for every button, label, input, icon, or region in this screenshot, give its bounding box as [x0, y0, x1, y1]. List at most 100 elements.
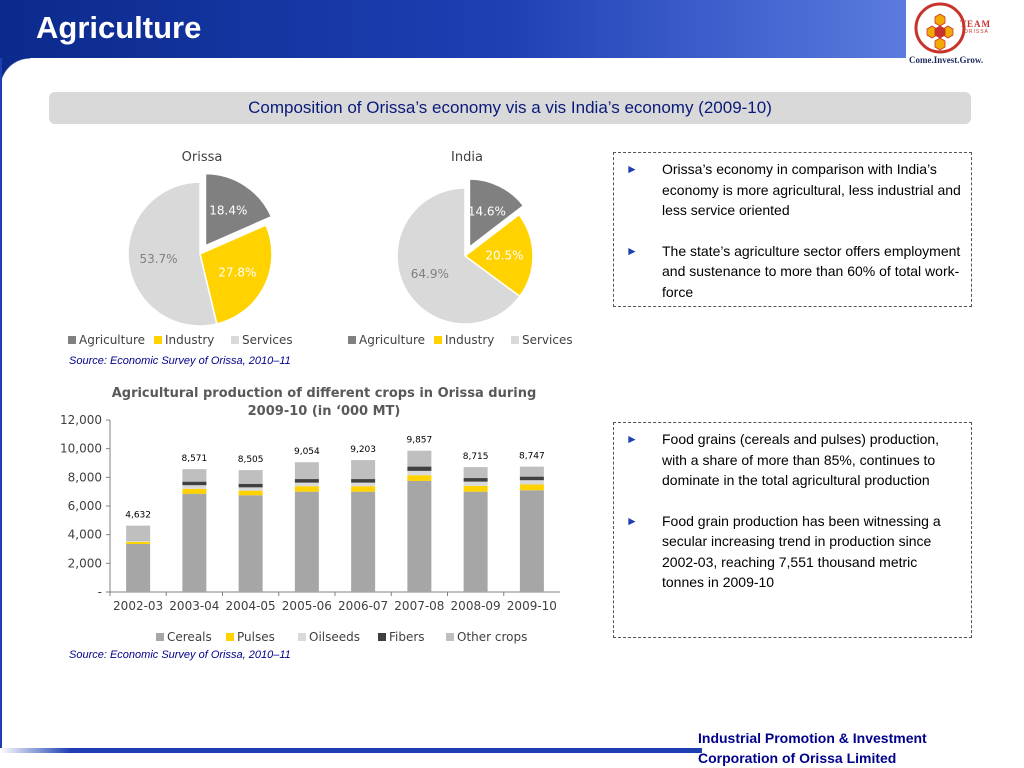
y-tick-label: 2,000: [68, 556, 102, 570]
chart-title: 2009-10 (in ‘000 MT): [248, 404, 401, 419]
pie-slice: [127, 181, 218, 327]
bullet-arrow-icon: ►: [626, 432, 638, 446]
footer-line-2: Corporation of Orissa Limited: [698, 750, 897, 766]
bar-segment-pulses: [238, 490, 263, 496]
bar-segment-cereals: [294, 491, 319, 592]
bullet-item: ► The state’s agriculture sector offers …: [624, 241, 963, 303]
bar-segment-fibers: [238, 483, 263, 488]
bar-segment-cereals: [126, 543, 151, 592]
bar-segment-cereals: [351, 491, 376, 592]
info-box-economy: ► Orissa’s economy in comparison with In…: [613, 152, 972, 307]
bullet-arrow-icon: ►: [626, 243, 638, 258]
bar-total-label: 9,203: [350, 445, 376, 455]
bar-segment-oilseeds: [238, 487, 263, 491]
bar-segment-cereals: [407, 480, 432, 592]
x-tick-label: 2002-03: [113, 599, 163, 613]
bar-segment-fibers: [519, 476, 544, 481]
bar-segment-fibers: [351, 479, 376, 483]
pie-data-label: 64.9%: [411, 267, 449, 281]
bar-segment-other-crops: [463, 467, 488, 479]
y-tick-label: 4,000: [68, 528, 102, 542]
x-tick-label: 2005-06: [282, 599, 332, 613]
legend-label: Services: [522, 333, 573, 347]
bar-segment-fibers: [182, 481, 207, 486]
bar-segment-oilseeds: [126, 540, 151, 542]
bar-total-label: 9,054: [294, 447, 320, 457]
legend-label: Other crops: [457, 630, 527, 644]
bar-segment-pulses: [407, 475, 432, 481]
legend-label: Agriculture: [359, 333, 425, 347]
bar-segment-other-crops: [351, 460, 376, 480]
bullet-text: Orissa’s economy in comparison with Indi…: [662, 161, 961, 218]
bar-segment-cereals: [519, 490, 544, 592]
bullet-item: ► Food grains (cereals and pulses) produ…: [624, 429, 963, 491]
left-rule: [0, 58, 2, 748]
footer-org-name: Industrial Promotion & Investment Corpor…: [698, 728, 927, 768]
footer-rule: [0, 748, 702, 753]
bar-source-note: Source: Economic Survey of Orissa, 2010–…: [69, 649, 291, 661]
legend-swatch: [226, 633, 234, 641]
bar-chart: Agricultural production of different cro…: [60, 386, 560, 644]
pie-slice: [468, 178, 525, 249]
bar-segment-other-crops: [182, 469, 207, 482]
page-title: Agriculture: [36, 10, 202, 45]
x-tick-label: 2006-07: [338, 599, 388, 613]
legend-swatch: [154, 336, 162, 344]
legend-label: Agriculture: [79, 333, 145, 347]
bar-segment-pulses: [182, 488, 207, 494]
bar-total-label: 8,505: [238, 455, 264, 465]
bar-segment-other-crops: [519, 466, 544, 477]
pie-data-label: 14.6%: [468, 205, 506, 219]
x-tick-label: 2007-08: [394, 599, 444, 613]
pie-slice: [463, 213, 534, 298]
chart-title: Agricultural production of different cro…: [112, 386, 537, 401]
legend-swatch: [156, 633, 164, 641]
legend-swatch: [446, 633, 454, 641]
y-tick-label: -: [98, 585, 102, 599]
legend-label: Industry: [445, 333, 494, 347]
pie-data-label: 27.8%: [218, 266, 256, 280]
bar-segment-pulses: [294, 486, 319, 492]
pie-data-label: 18.4%: [209, 204, 247, 218]
header-band: [0, 0, 908, 88]
bar-segment-oilseeds: [463, 481, 488, 486]
legend-swatch: [434, 336, 442, 344]
legend-label: Services: [242, 333, 293, 347]
bar-segment-cereals: [182, 493, 207, 592]
bar-segment-fibers: [407, 466, 432, 471]
bar-segment-oilseeds: [519, 480, 544, 485]
bar-total-label: 8,715: [463, 452, 489, 462]
bullet-text: Food grains (cereals and pulses) product…: [662, 431, 940, 488]
pie-source-note: Source: Economic Survey of Orissa, 2010–…: [69, 355, 291, 367]
x-tick-label: 2009-10: [507, 599, 557, 613]
bar-segment-other-crops: [126, 525, 151, 541]
logo-tagline: Come.Invest.Grow.: [909, 55, 984, 65]
legend-label: Oilseeds: [309, 630, 360, 644]
bullet-text: Food grain production has been witnessin…: [662, 512, 941, 591]
bar-total-label: 9,857: [406, 436, 432, 446]
info-box-foodgrains: ► Food grains (cereals and pulses) produ…: [613, 422, 972, 638]
pie-charts: Orissa 18.4% 27.8% 53.7% Agriculture Industry…: [68, 150, 573, 347]
bullet-item: ► Food grain production has been witness…: [624, 511, 963, 593]
bar-segment-other-crops: [238, 470, 263, 484]
legend-label: Pulses: [237, 630, 275, 644]
legend-swatch: [68, 336, 76, 344]
bar-segment-pulses: [463, 485, 488, 492]
bar-segment-oilseeds: [294, 482, 319, 487]
x-tick-label: 2004-05: [226, 599, 276, 613]
y-tick-label: 6,000: [68, 499, 102, 513]
y-tick-label: 12,000: [60, 413, 102, 427]
bullet-arrow-icon: ►: [626, 513, 638, 528]
bullet-item: ► Orissa’s economy in comparison with In…: [624, 159, 963, 221]
bar-total-label: 4,632: [125, 511, 151, 521]
pie-data-label: 20.5%: [485, 249, 523, 263]
bar-segment-pulses: [519, 484, 544, 491]
pie-slice: [199, 224, 273, 325]
y-tick-label: 8,000: [68, 470, 102, 484]
legend-label: Cereals: [167, 630, 212, 644]
bullet-text: The state’s agriculture sector offers em…: [662, 242, 961, 300]
bar-segment-fibers: [294, 479, 319, 483]
bar-segment-other-crops: [294, 462, 319, 480]
y-tick-label: 10,000: [60, 442, 102, 456]
pie-slice: [396, 187, 521, 325]
